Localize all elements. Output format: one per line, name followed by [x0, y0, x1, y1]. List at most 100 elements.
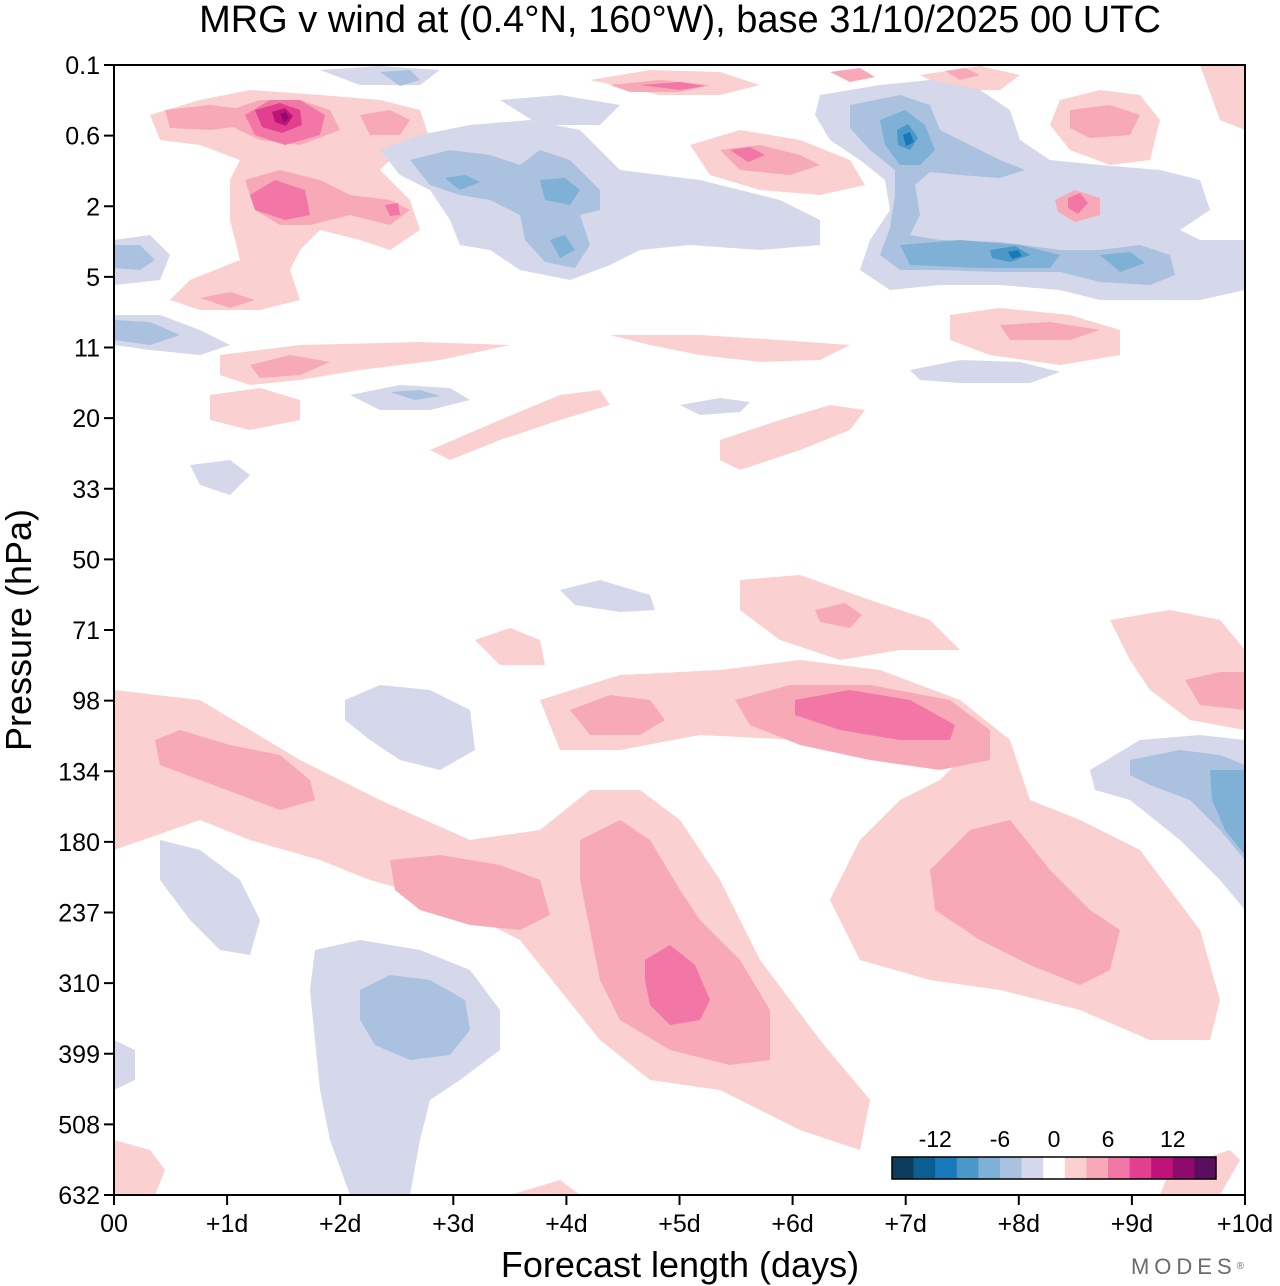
contour-band-55	[200, 292, 255, 308]
contour-band-29	[500, 95, 620, 125]
contour-band-74	[114, 245, 155, 270]
y-tick-label: 71	[72, 617, 100, 645]
colorbar-label: 6	[1102, 1126, 1115, 1152]
contour-band-38	[390, 855, 550, 930]
contour-band-28	[320, 66, 440, 85]
colorbar-cell	[913, 1157, 936, 1179]
contour-band-33	[910, 360, 1060, 383]
y-axis-label: Pressure (hPa)	[0, 509, 39, 751]
y-tick-label: 11	[74, 335, 100, 363]
colorbar-label: -6	[990, 1126, 1010, 1152]
colorbar-cell	[1086, 1157, 1109, 1179]
contour-band-43	[1185, 672, 1245, 710]
colorbar-cell	[1108, 1157, 1130, 1179]
contour-band-57	[945, 68, 980, 80]
colorbar-cell	[1043, 1157, 1066, 1179]
colorbar-label: 0	[1048, 1126, 1061, 1152]
contour-band-77	[1210, 770, 1245, 855]
contour-band-5	[510, 1180, 580, 1195]
contour-band-78	[900, 240, 1060, 268]
y-tick-label: 310	[58, 970, 100, 998]
x-tick-label: +2d	[319, 1210, 361, 1238]
contour-band-35	[680, 398, 750, 415]
contour-band-60	[250, 180, 310, 220]
chart-title: MRG v wind at (0.4°N, 160°W), base 31/10…	[199, 0, 1161, 41]
x-tick-label: +3d	[432, 1210, 474, 1238]
contour-band-80	[540, 178, 580, 205]
contour-band-58	[645, 945, 710, 1025]
contour-band-39	[580, 820, 770, 1065]
contour-band-87	[903, 132, 914, 146]
x-tick-label: +9d	[1111, 1210, 1153, 1238]
contour-band-7	[475, 628, 545, 665]
contour-band-54	[250, 355, 330, 378]
contour-field	[114, 65, 1245, 1195]
contour-band-75	[380, 70, 420, 86]
contour-band-65	[385, 203, 400, 216]
x-tick-label: +1d	[206, 1210, 248, 1238]
contour-band-86	[1008, 250, 1022, 259]
y-axis: 0.1 0.6 2 5 11 20 33 50 71 98 134 180 237 310 399 508 63…	[58, 52, 114, 1210]
y-tick-label: 508	[58, 1111, 100, 1139]
contour-band-82	[1100, 252, 1145, 272]
contour-band-51	[1000, 322, 1100, 340]
colorbar-cell	[1000, 1157, 1022, 1179]
y-tick-label: 0.6	[65, 123, 100, 151]
x-axis: 00 +1d +2d +3d +4d +5d +6d +7d +8d +9d +10d	[100, 1195, 1273, 1238]
colorbar-cell	[1129, 1157, 1152, 1179]
y-tick-label: 2	[86, 193, 100, 221]
colorbar: -12 -6 0 6 12	[891, 1126, 1217, 1180]
y-tick-label: 399	[58, 1041, 100, 1069]
contour-band-52	[1070, 105, 1140, 138]
y-tick-label: 98	[72, 688, 100, 716]
x-tick-label: 00	[100, 1210, 128, 1238]
y-tick-label: 632	[58, 1182, 100, 1210]
contour-band-13	[1200, 65, 1245, 130]
contour-band-73	[114, 320, 180, 345]
contour-band-23	[345, 685, 475, 770]
colorbar-cell	[1064, 1157, 1087, 1179]
contour-band-42	[930, 820, 1120, 985]
colorbar-cell	[1194, 1157, 1217, 1179]
contour-band-4	[114, 1140, 165, 1195]
colorbar-cell	[1172, 1157, 1195, 1179]
contour-band-3	[1110, 610, 1245, 730]
colorbar-cell	[1021, 1157, 1044, 1179]
y-tick-label: 5	[86, 264, 100, 292]
contour-band-63	[730, 147, 765, 162]
contour-band-20	[720, 405, 865, 470]
x-tick-label: +4d	[545, 1210, 587, 1238]
contour-band-19	[430, 390, 610, 460]
colorbar-cell	[935, 1157, 958, 1179]
contour-band-17	[210, 388, 300, 430]
x-tick-label: +6d	[771, 1210, 813, 1238]
contour-band-25	[560, 580, 655, 612]
contour-band-76	[390, 390, 440, 400]
colorbar-label: -12	[919, 1126, 952, 1152]
contour-band-56	[830, 68, 875, 82]
y-tick-label: 20	[72, 405, 100, 433]
contour-band-68	[280, 112, 289, 122]
y-tick-label: 50	[72, 546, 100, 574]
y-tick-label: 134	[58, 758, 100, 786]
contour-band-26	[114, 1040, 135, 1090]
x-tick-label: +10d	[1217, 1210, 1273, 1238]
y-tick-label: 237	[58, 900, 100, 928]
colorbar-cell	[978, 1157, 1001, 1179]
contour-band-83	[550, 235, 575, 258]
contour-band-69	[360, 975, 470, 1060]
contour-band-22	[160, 840, 260, 955]
contour-band-37	[155, 730, 315, 810]
contour-band-48	[360, 110, 410, 135]
x-axis-label: Forecast length (days)	[501, 1244, 859, 1285]
modes-brand: MODES®	[1131, 1254, 1249, 1279]
colorbar-frame	[891, 1156, 1217, 1180]
x-tick-label: +8d	[998, 1210, 1040, 1238]
contour-band-64	[1068, 193, 1088, 214]
contour-band-59	[795, 690, 955, 740]
contour-band-81	[445, 175, 480, 190]
x-tick-label: +7d	[884, 1210, 926, 1238]
x-tick-label: +5d	[658, 1210, 700, 1238]
colorbar-cell	[1151, 1157, 1174, 1179]
